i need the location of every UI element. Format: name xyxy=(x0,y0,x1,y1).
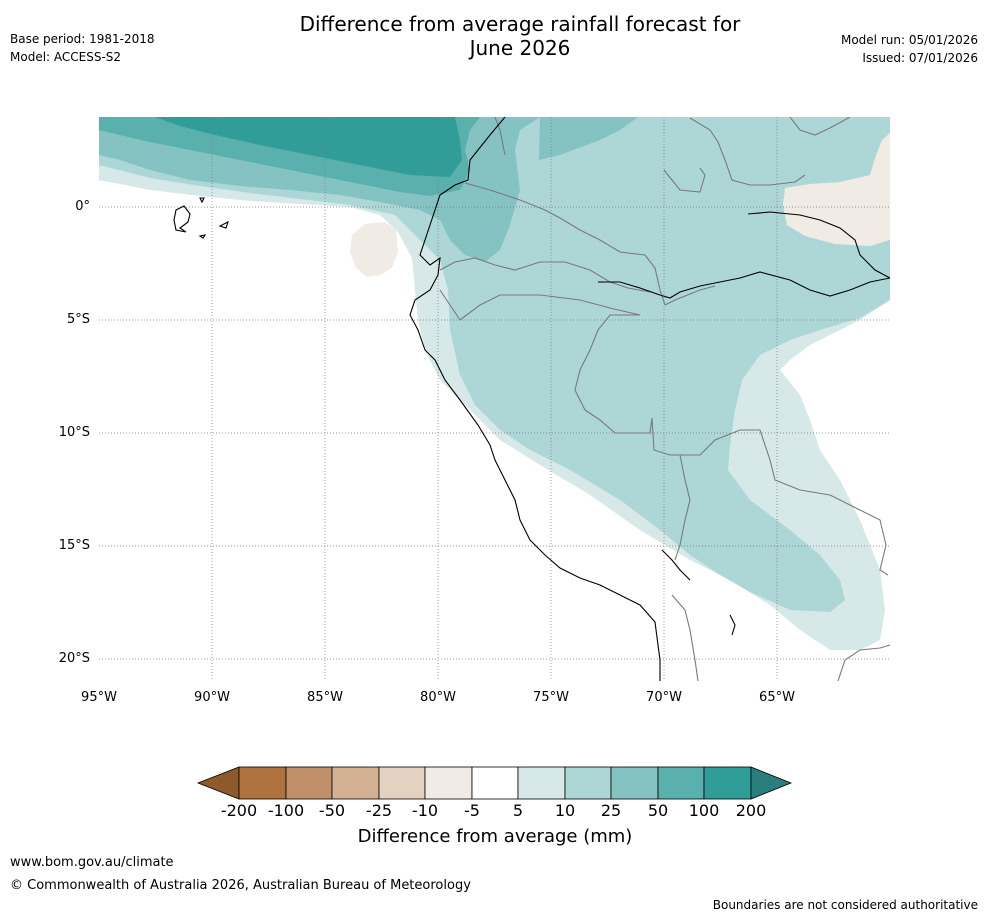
lon-label: 65°W xyxy=(759,690,795,705)
footer-left: www.bom.gov.au/climate © Commonwealth of… xyxy=(10,851,471,897)
colorbar-swatch xyxy=(610,766,659,800)
colorbar-swatch xyxy=(378,766,426,800)
lat-label: 15°S xyxy=(58,538,90,553)
colorbar-swatch xyxy=(424,766,473,800)
lon-label: 70°W xyxy=(646,690,682,705)
colorbar-tick-label: 5 xyxy=(512,801,524,820)
lon-label: 75°W xyxy=(533,690,569,705)
colorbar-tick-label: -200 xyxy=(220,801,258,820)
title-line-2: June 2026 xyxy=(469,36,571,60)
colorbar-swatch xyxy=(285,766,333,800)
map-title: Difference from average rainfall forecas… xyxy=(0,12,988,60)
contour-100-to-200 xyxy=(155,117,462,177)
colorbar-tick-label: -25 xyxy=(365,801,393,820)
colorbar-tick-label: 25 xyxy=(600,801,622,820)
contour-10-to-25 xyxy=(99,117,890,612)
colorbar-extend-low xyxy=(196,766,240,800)
colorbar-tick-label: -10 xyxy=(411,801,439,820)
contour-neg-5-offshore xyxy=(350,222,398,277)
lat-label: 10°S xyxy=(58,425,90,440)
colorbar-swatch xyxy=(331,766,380,800)
website-link[interactable]: www.bom.gov.au/climate xyxy=(10,855,174,870)
colorbar-tick-label: 200 xyxy=(735,801,767,820)
colorbar-title: Difference from average (mm) xyxy=(357,826,633,847)
lat-label: 5°S xyxy=(66,312,90,327)
copyright-text: © Commonwealth of Australia 2026, Austra… xyxy=(10,878,471,893)
colorbar-extend-high xyxy=(750,766,793,800)
model-name: Model: ACCESS-S2 xyxy=(10,50,122,64)
disclaimer: Boundaries are not considered authoritat… xyxy=(712,898,978,912)
base-period: Base period: 1981-2018 xyxy=(10,32,155,46)
lon-label: 95°W xyxy=(81,690,117,705)
lon-label: 85°W xyxy=(307,690,343,705)
metadata-left: Base period: 1981-2018 Model: ACCESS-S2 xyxy=(10,30,155,66)
colorbar-swatch xyxy=(517,766,566,800)
country-borders xyxy=(439,117,890,681)
colorbar-tick-label: 100 xyxy=(688,801,720,820)
lon-label: 90°W xyxy=(194,690,230,705)
colorbar-tick-label: 50 xyxy=(647,801,669,820)
lat-label: 0° xyxy=(75,199,90,214)
coastline xyxy=(173,117,890,681)
lat-label: 20°S xyxy=(58,651,90,666)
colorbar-swatch xyxy=(657,766,705,800)
colorbar-swatch xyxy=(238,766,287,800)
colorbar xyxy=(196,766,793,800)
colorbar-swatch xyxy=(564,766,612,800)
colorbar-tick-label: -5 xyxy=(464,801,480,820)
rainfall-contours xyxy=(99,117,890,681)
title-line-1: Difference from average rainfall forecas… xyxy=(299,12,741,36)
colorbar-tick-label: -50 xyxy=(318,801,346,820)
colorbar-tick-label: 10 xyxy=(554,801,576,820)
issued-date: Issued: 07/01/2026 xyxy=(862,51,978,65)
lon-label: 80°W xyxy=(420,690,456,705)
grid-lines xyxy=(99,117,890,681)
metadata-right: Model run: 05/01/2026 Issued: 07/01/2026 xyxy=(841,31,978,67)
colorbar-tick-label: -100 xyxy=(267,801,305,820)
colorbar-swatch xyxy=(703,766,752,800)
model-run: Model run: 05/01/2026 xyxy=(840,33,978,47)
colorbar-swatch xyxy=(471,766,519,800)
